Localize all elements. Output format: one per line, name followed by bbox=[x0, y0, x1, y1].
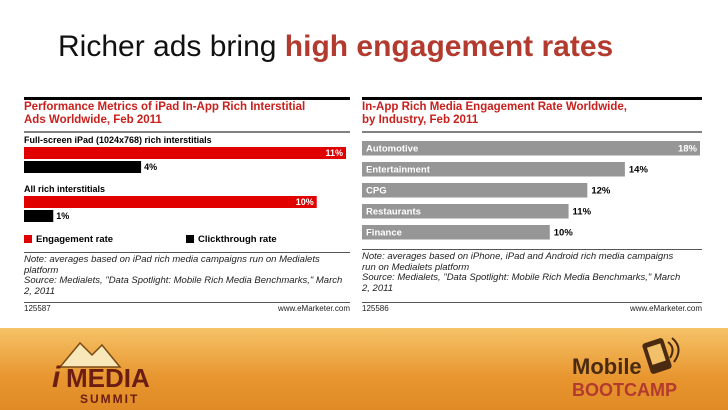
note-rule bbox=[362, 249, 702, 250]
chart-industry-engagement: In-App Rich Media Engagement Rate Worldw… bbox=[362, 97, 702, 315]
chart-top-rule bbox=[24, 97, 350, 100]
source-line: 2, 2011 bbox=[362, 282, 393, 294]
logo-bootcamp: BOOTCAMP bbox=[572, 380, 677, 400]
group-label: Full-screen iPad (1024x768) rich interst… bbox=[24, 135, 212, 145]
legend-swatch-clickthrough bbox=[186, 235, 194, 243]
footer-band bbox=[0, 328, 728, 410]
note-line: Note: averages based on iPhone, iPad and… bbox=[362, 251, 674, 262]
logo-mobile: Mobile bbox=[572, 354, 642, 379]
note-line: run on Medialets platform bbox=[362, 261, 470, 273]
bar-value-label: 4% bbox=[144, 162, 157, 172]
title-plain: Richer ads bring bbox=[58, 30, 285, 63]
category-label: Automotive bbox=[366, 144, 418, 155]
chart-title-line2: Ads Worldwide, Feb 2011 bbox=[24, 114, 162, 126]
chart-plot: Full-screen iPad (1024x768) rich interst… bbox=[24, 131, 350, 245]
bar bbox=[362, 162, 625, 177]
bar-engagement bbox=[24, 196, 317, 208]
source-line: Source: Medialets, "Data Spotlight: Mobi… bbox=[24, 275, 343, 286]
chart-note: Note: averages based on iPad rich media … bbox=[24, 254, 343, 297]
bar bbox=[362, 204, 569, 219]
chart-top-rule bbox=[362, 97, 702, 100]
footer-web: www.eMarketer.com bbox=[277, 304, 350, 313]
title-highlight: high engagement rates bbox=[284, 30, 614, 63]
slide-title: Richer ads bring high engagement rates bbox=[58, 30, 613, 64]
bar bbox=[362, 183, 588, 198]
bar-clickthrough bbox=[24, 210, 54, 222]
footer-id: 125587 bbox=[24, 304, 51, 313]
note-line: Note: averages based on iPad rich media … bbox=[24, 254, 320, 265]
footer-web: www.eMarketer.com bbox=[629, 304, 702, 313]
category-label: CPG bbox=[366, 186, 387, 197]
phone-icon bbox=[642, 337, 680, 374]
source-line: Source: Medialets, "Data Spotlight: Mobi… bbox=[362, 272, 681, 283]
category-label: Finance bbox=[366, 228, 402, 239]
bar bbox=[362, 225, 550, 240]
logo-i: i bbox=[52, 361, 61, 394]
chart-title: In-App Rich Media Engagement Rate Worldw… bbox=[362, 101, 627, 127]
chart-title: Performance Metrics of iPad In-App Rich … bbox=[24, 101, 305, 127]
logo-media: MEDIA bbox=[66, 363, 150, 393]
chart-ipad-metrics: Performance Metrics of iPad In-App Rich … bbox=[24, 97, 350, 315]
bar-value-label: 10% bbox=[296, 197, 314, 207]
bar-value-label: 1% bbox=[56, 211, 69, 221]
logo-summit: SUMMIT bbox=[80, 392, 139, 406]
chart-note: Note: averages based on iPhone, iPad and… bbox=[362, 251, 681, 294]
bar bbox=[362, 141, 700, 156]
chart-plot: Automotive 18% Entertainment 14% CPG 12% Resta… bbox=[362, 131, 702, 240]
bar-value-label: 10% bbox=[554, 228, 574, 239]
category-label: Entertainment bbox=[366, 165, 431, 176]
mountain-icon bbox=[58, 341, 122, 368]
chart-title-line1: Performance Metrics of iPad In-App Rich … bbox=[24, 101, 306, 113]
note-rule bbox=[24, 252, 350, 253]
bar-value-label: 14% bbox=[629, 165, 649, 176]
bar-clickthrough bbox=[24, 161, 142, 173]
mobile-bootcamp-logo: Mobile BOOTCAMP bbox=[572, 337, 680, 400]
bar-value-label: 11% bbox=[325, 148, 343, 158]
group-label: All rich interstitials bbox=[24, 184, 105, 194]
note-line: platform bbox=[24, 264, 59, 276]
legend-swatch-engagement bbox=[24, 235, 32, 243]
chart-title-line1: In-App Rich Media Engagement Rate Worldw… bbox=[362, 101, 627, 113]
category-label: Restaurants bbox=[366, 207, 421, 218]
legend-engagement: Engagement rate bbox=[36, 234, 113, 245]
bar-value-label: 18% bbox=[678, 144, 698, 155]
imedia-summit-logo: i MEDIA SUMMIT bbox=[52, 341, 150, 406]
legend-clickthrough: Clickthrough rate bbox=[198, 234, 277, 245]
bar-engagement bbox=[24, 147, 346, 159]
bar-value-label: 12% bbox=[591, 186, 611, 197]
footer-id: 125586 bbox=[362, 304, 389, 313]
source-line: 2, 2011 bbox=[24, 285, 55, 297]
footer-rule bbox=[362, 302, 702, 303]
bar-value-label: 11% bbox=[573, 207, 592, 218]
chart-title-line2: by Industry, Feb 2011 bbox=[362, 114, 479, 126]
footer-rule bbox=[24, 302, 350, 303]
